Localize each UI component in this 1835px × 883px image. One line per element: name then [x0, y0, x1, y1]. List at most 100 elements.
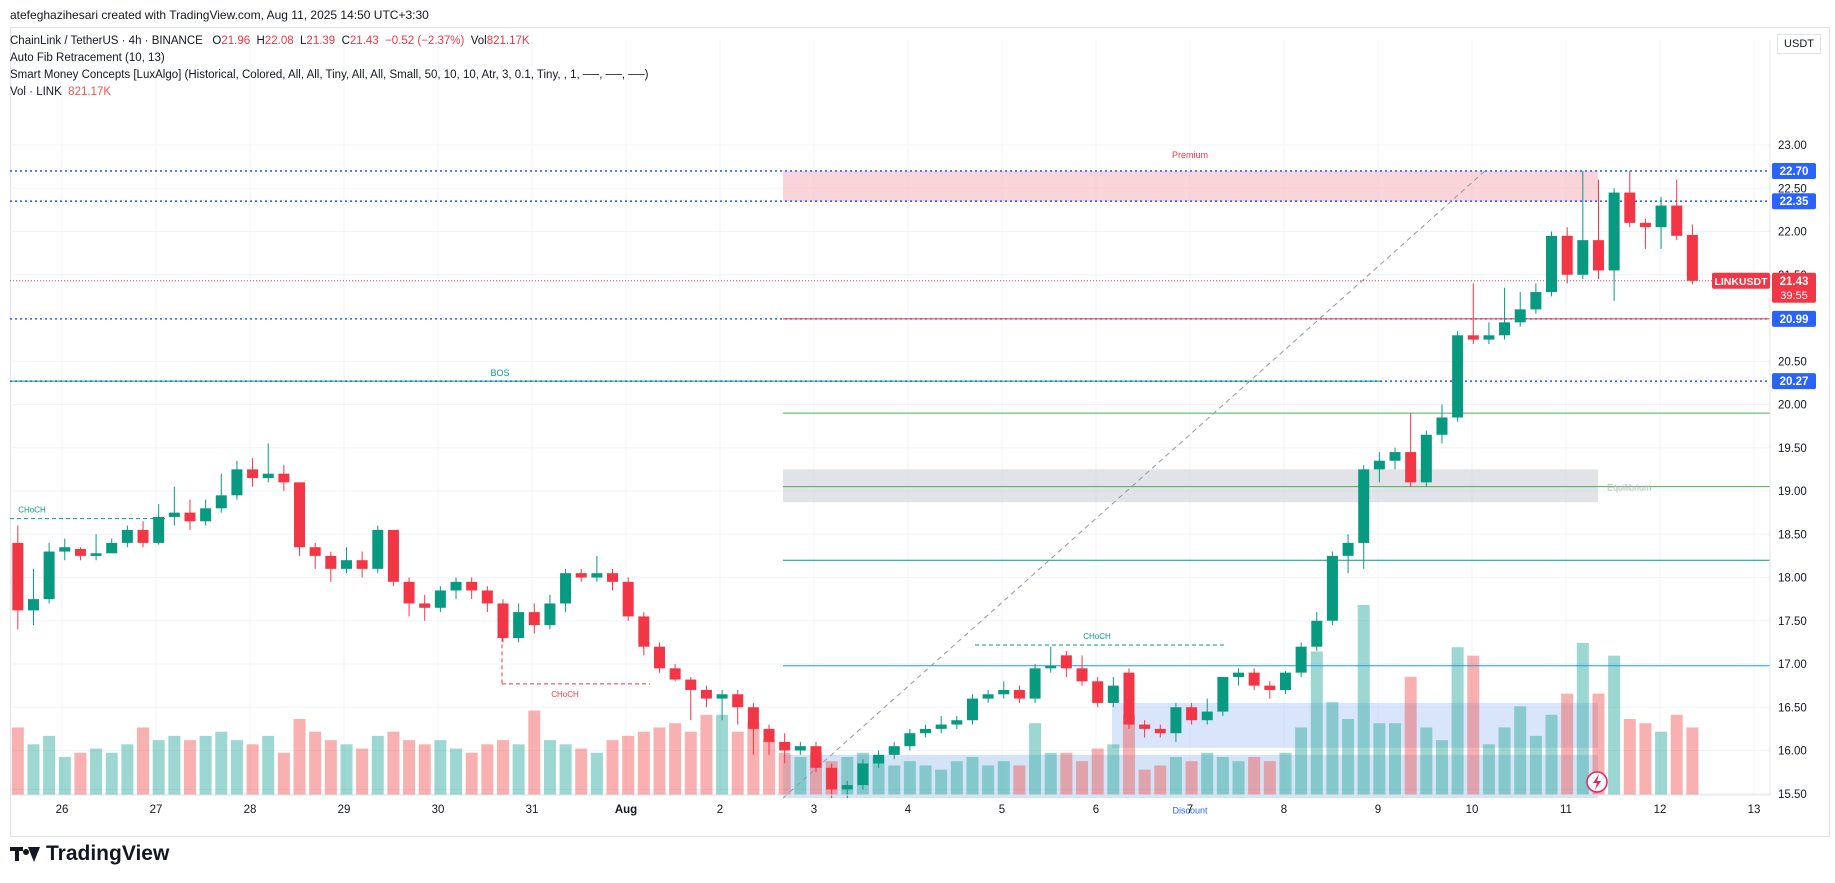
- candle-body: [497, 603, 509, 639]
- price-label-bg: [1772, 373, 1816, 390]
- volume-bar: [903, 761, 916, 795]
- volume-bar: [950, 761, 963, 795]
- volume-bar: [919, 765, 932, 795]
- price-tick-label: 17.50: [1778, 616, 1807, 628]
- candle-body: [1217, 676, 1229, 712]
- last-price-symbol-bg: [1712, 272, 1770, 289]
- candle-body: [826, 767, 838, 790]
- volume-bar: [1420, 727, 1433, 795]
- candle-body: [607, 573, 619, 582]
- volume-bar: [1655, 731, 1668, 795]
- volume-bar: [1076, 761, 1089, 795]
- volume-bar: [794, 757, 807, 795]
- volume-bar: [1592, 693, 1605, 795]
- price-tick-label: 15.50: [1778, 789, 1807, 801]
- candle-body: [1592, 240, 1604, 271]
- volume-bar: [1248, 757, 1261, 795]
- candle-body: [43, 551, 55, 600]
- candle-body: [137, 529, 149, 543]
- volume-bar: [1138, 769, 1151, 795]
- candle-body: [1420, 434, 1432, 483]
- candle-body: [466, 581, 478, 591]
- volume-bar: [637, 731, 650, 795]
- volume-bar: [90, 748, 103, 795]
- candle-body: [716, 694, 728, 699]
- candle-body: [1279, 672, 1291, 690]
- candle-body: [356, 560, 368, 569]
- legend-vol-ind-value: 821.17K: [68, 86, 112, 98]
- candle-body: [74, 548, 86, 556]
- volume-bar: [434, 740, 447, 795]
- volume-bar: [716, 714, 729, 795]
- candle-body: [1499, 322, 1511, 336]
- volume-bar: [543, 740, 556, 795]
- legend-smc[interactable]: Smart Money Concepts [LuxAlgo] (Historic…: [10, 69, 649, 81]
- legend-symbol[interactable]: ChainLink / TetherUS · 4h · BINANCE: [10, 35, 203, 47]
- candle-body: [513, 612, 525, 639]
- candle-body: [168, 512, 180, 517]
- candle-body: [153, 516, 165, 543]
- candle-body: [1655, 205, 1667, 228]
- candle-body: [1170, 707, 1182, 734]
- candle-body: [1342, 542, 1354, 556]
- price-tick-label: 17.00: [1778, 659, 1807, 671]
- volume-bar: [183, 740, 196, 795]
- volume-bar: [1514, 706, 1527, 795]
- structure-label: CHoCH: [18, 506, 46, 515]
- volume-bar: [669, 723, 682, 795]
- candle-body: [200, 508, 212, 522]
- candle-body: [982, 694, 994, 699]
- candle-body: [278, 473, 290, 483]
- time-tick-label: 8: [1281, 804, 1287, 816]
- time-tick-label: 10: [1466, 804, 1479, 816]
- price-label: 20.27: [1780, 376, 1809, 388]
- time-tick-label: 31: [526, 804, 539, 816]
- volume-bar: [966, 757, 979, 795]
- candle-body: [685, 679, 697, 690]
- candle-body: [12, 542, 24, 611]
- volume-bar: [246, 744, 259, 795]
- grid: [10, 40, 1770, 795]
- chart-frame: [10, 27, 1830, 837]
- legend-fib[interactable]: Auto Fib Retracement (10, 13): [10, 52, 165, 64]
- candle-body: [1624, 192, 1636, 223]
- volume-bar: [1529, 735, 1542, 795]
- volume-bar: [1310, 651, 1323, 795]
- time-tick-label: 6: [1093, 804, 1099, 816]
- author-caption: atefeghazihesari created with TradingVie…: [10, 8, 429, 22]
- legend-vol-ind-label: Vol · LINK: [10, 86, 62, 98]
- time-tick-label: 13: [1748, 804, 1761, 816]
- candle-body: [1029, 668, 1041, 699]
- volume-bar: [747, 723, 760, 795]
- volume-bar: [309, 731, 322, 795]
- volume-bar: [888, 765, 901, 795]
- candle-body: [1373, 460, 1385, 470]
- candle-body: [1608, 192, 1620, 271]
- candle-body: [544, 603, 556, 626]
- candle-body: [262, 473, 274, 479]
- last-price-symbol: LINKUSDT: [1714, 276, 1768, 288]
- legend-close: 21.43: [349, 35, 379, 47]
- volume-bar: [168, 735, 181, 795]
- volume-bar: [27, 744, 40, 795]
- legend-vol-indicator[interactable]: Vol · LINK 821.17K: [10, 86, 111, 98]
- legend-o-label: O: [212, 35, 222, 47]
- candle-body: [1076, 668, 1088, 682]
- volume-bar: [1404, 676, 1417, 795]
- candle-body: [90, 553, 102, 556]
- candle-body: [121, 529, 133, 543]
- time-tick-label: 2: [717, 804, 723, 816]
- candles: [12, 170, 1698, 799]
- volume-bar: [1482, 744, 1495, 795]
- volume-bar: [590, 752, 603, 795]
- volume-bar: [1561, 693, 1574, 795]
- time-tick-label: 26: [56, 804, 69, 816]
- volume-bar: [622, 735, 635, 795]
- currency-label[interactable]: USDT: [1777, 34, 1821, 54]
- candle-body: [450, 581, 462, 591]
- volume-bar: [1029, 723, 1042, 795]
- footer-brand[interactable]: TradingView: [10, 842, 169, 866]
- discount-label: Discount: [1172, 806, 1208, 816]
- candle-body: [325, 555, 337, 569]
